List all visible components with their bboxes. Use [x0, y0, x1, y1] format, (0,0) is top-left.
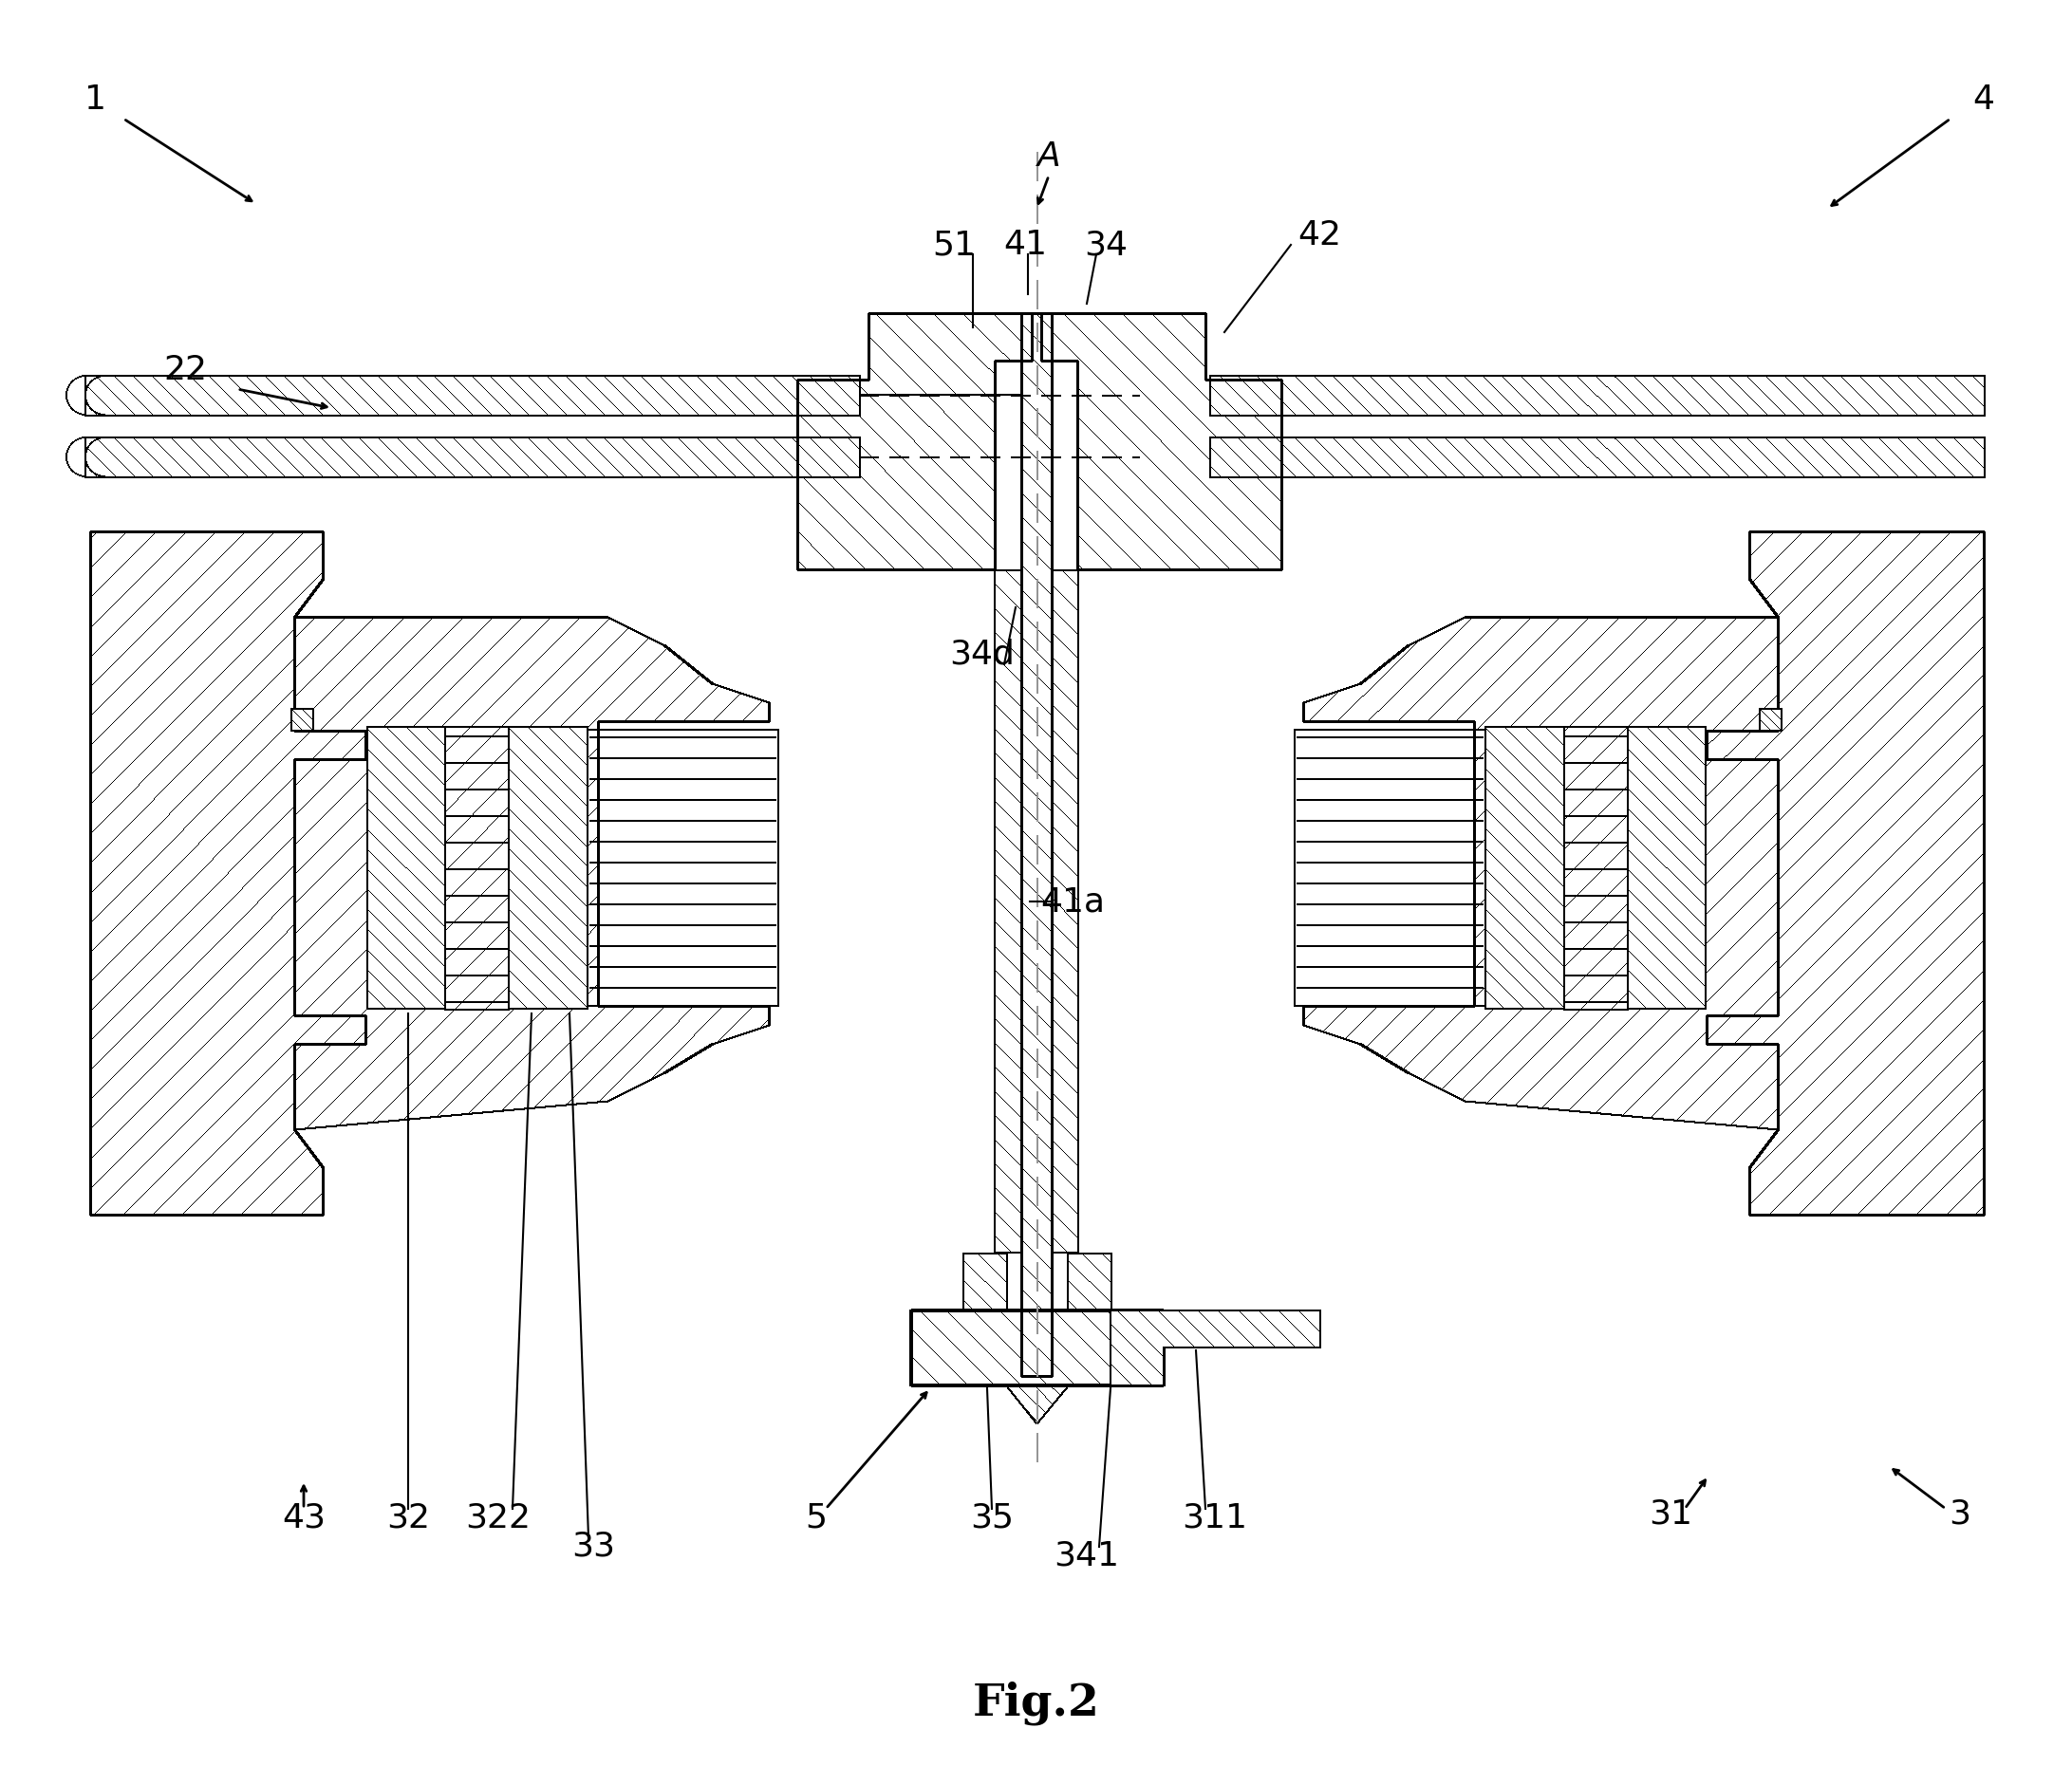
- Text: 42: 42: [1297, 219, 1341, 252]
- Text: 33: 33: [572, 1531, 615, 1563]
- Text: 32: 32: [385, 1502, 431, 1534]
- Text: 31: 31: [1649, 1497, 1693, 1529]
- Text: 41a: 41a: [1040, 885, 1104, 917]
- Text: 5: 5: [806, 1502, 827, 1534]
- Text: 311: 311: [1183, 1502, 1247, 1534]
- Text: 51: 51: [932, 228, 976, 260]
- Text: 35: 35: [970, 1502, 1013, 1534]
- Text: 34: 34: [1084, 228, 1127, 260]
- Text: A: A: [1038, 141, 1061, 173]
- Text: 1: 1: [85, 84, 106, 116]
- Text: 41: 41: [1003, 228, 1046, 260]
- Text: 4: 4: [1973, 84, 1995, 116]
- Text: 43: 43: [282, 1502, 325, 1534]
- Text: 34d: 34d: [949, 639, 1015, 671]
- Text: Fig.2: Fig.2: [974, 1681, 1100, 1725]
- Text: 22: 22: [164, 353, 207, 385]
- Text: 322: 322: [466, 1502, 530, 1534]
- Text: 3: 3: [1950, 1497, 1970, 1529]
- Text: 341: 341: [1055, 1540, 1119, 1572]
